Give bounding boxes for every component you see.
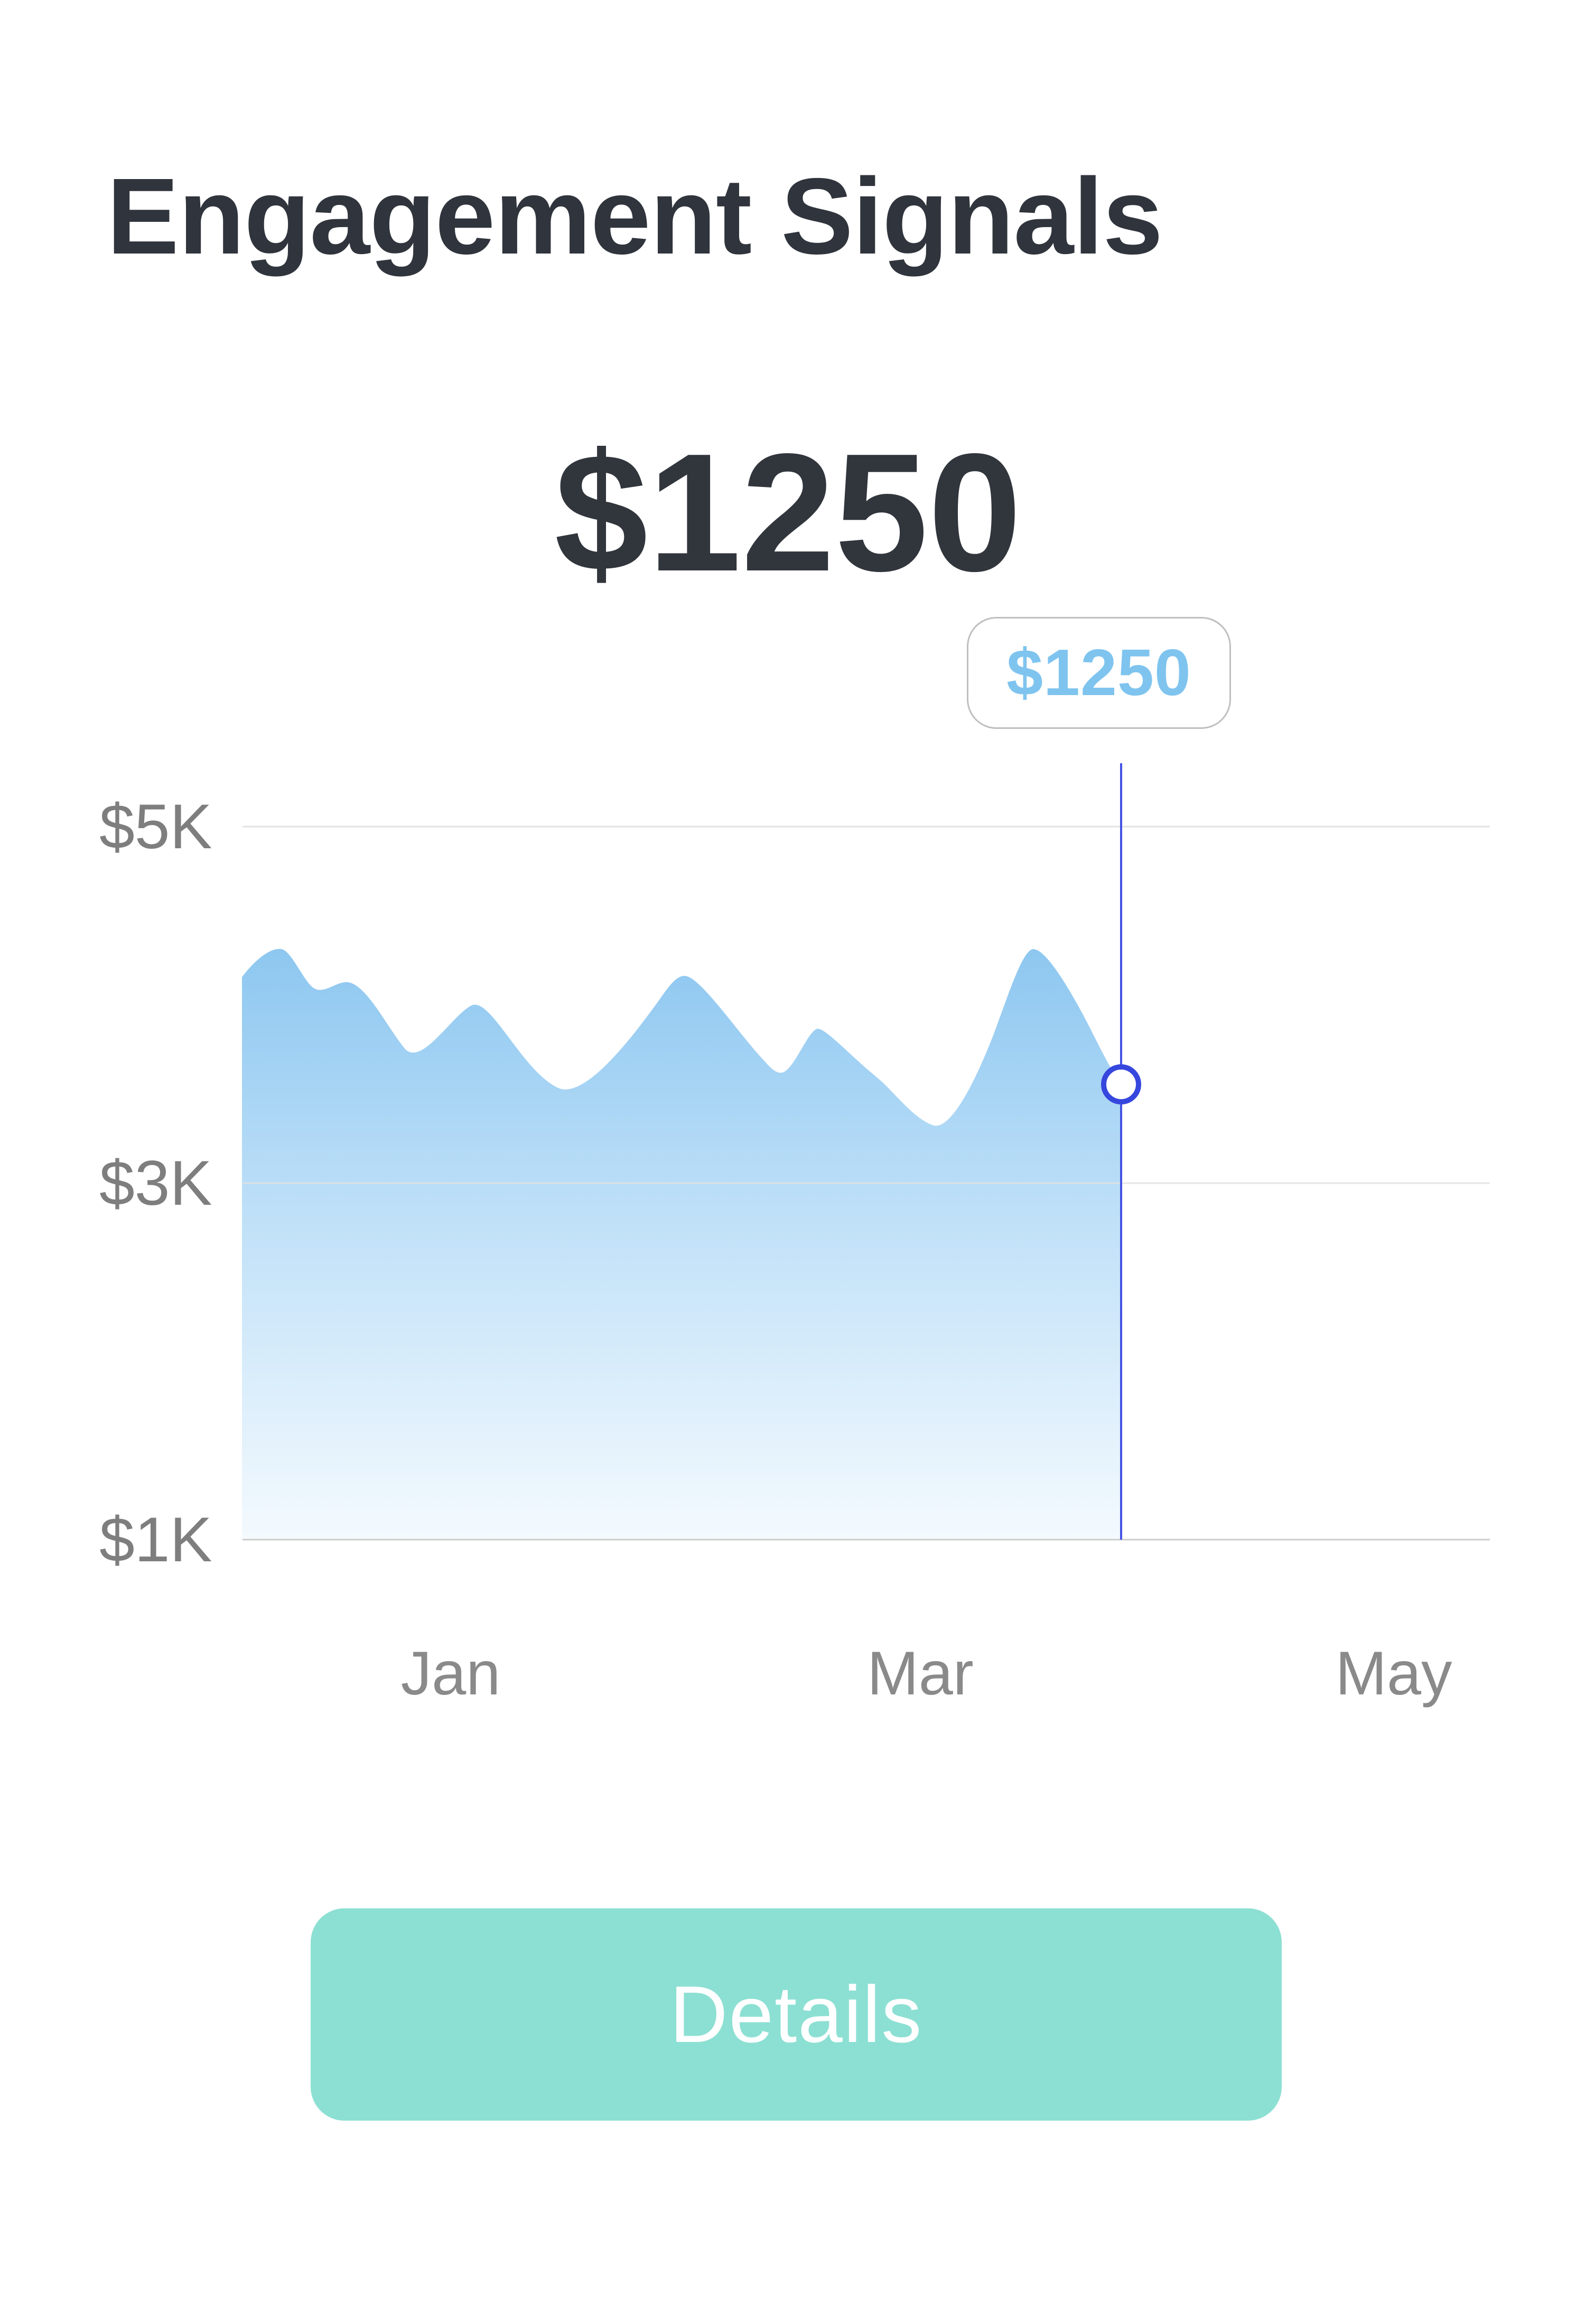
x-axis-label-may: May	[1335, 1638, 1452, 1708]
tooltip-label: $1250	[1006, 636, 1191, 709]
x-axis-label-jan: Jan	[400, 1638, 501, 1708]
area-series	[242, 949, 1121, 1540]
chart-plot[interactable]	[0, 739, 1576, 1637]
y-axis-label-3k: $3K	[99, 1148, 212, 1219]
y-axis-label-5k: $5K	[99, 791, 212, 862]
metric-value: $1250	[554, 419, 1022, 606]
page-title: Engagement Signals	[107, 156, 1163, 277]
data-point-marker[interactable]	[1101, 1064, 1141, 1104]
y-axis-label-1k: $1K	[99, 1504, 212, 1575]
details-button[interactable]: Details	[311, 1908, 1282, 2121]
details-button-label: Details	[669, 1969, 923, 2059]
value-tooltip: $1250	[967, 617, 1231, 729]
x-axis-label-mar: Mar	[867, 1638, 974, 1708]
